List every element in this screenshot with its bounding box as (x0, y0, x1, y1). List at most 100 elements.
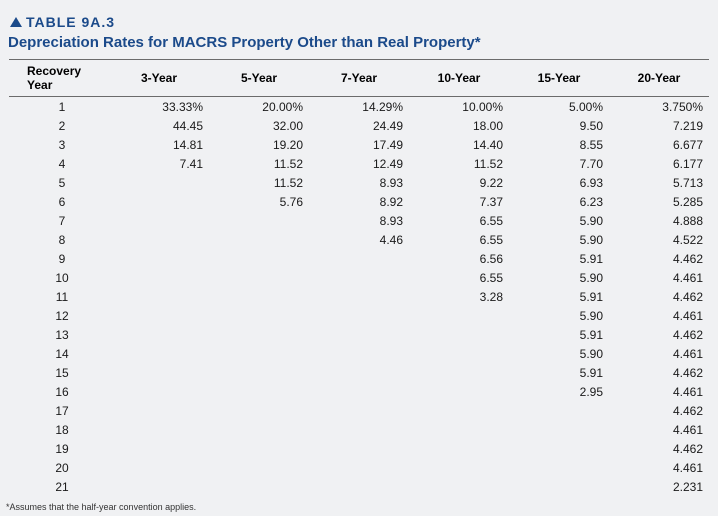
value-cell (209, 382, 309, 401)
value-cell: 4.462 (609, 287, 709, 306)
value-cell: 8.55 (509, 135, 609, 154)
value-cell (209, 458, 309, 477)
value-cell: 5.90 (509, 344, 609, 363)
table-row: 18 4.461 (9, 420, 709, 439)
value-cell: 8.92 (309, 192, 409, 211)
col-recovery-year: Recovery Year (9, 60, 109, 97)
value-cell: 2.95 (509, 382, 609, 401)
value-cell (309, 344, 409, 363)
recovery-year-cell: 1 (9, 97, 109, 117)
value-cell: 5.91 (509, 325, 609, 344)
table-row: 65.768.927.376.235.285 (9, 192, 709, 211)
value-cell (109, 477, 209, 496)
value-cell: 7.219 (609, 116, 709, 135)
value-cell (309, 363, 409, 382)
triangle-up-icon (10, 17, 22, 27)
value-cell: 32.00 (209, 116, 309, 135)
value-cell: 5.91 (509, 363, 609, 382)
header-row: Recovery Year 3-Year 5-Year 7-Year 10-Ye… (9, 60, 709, 97)
value-cell: 5.91 (509, 249, 609, 268)
value-cell (409, 477, 509, 496)
value-cell: 3.750% (609, 97, 709, 117)
value-cell: 6.23 (509, 192, 609, 211)
value-cell: 24.49 (309, 116, 409, 135)
value-cell: 4.461 (609, 420, 709, 439)
value-cell: 4.461 (609, 344, 709, 363)
recovery-year-cell: 9 (9, 249, 109, 268)
recovery-year-cell: 3 (9, 135, 109, 154)
value-cell (409, 306, 509, 325)
value-cell (309, 420, 409, 439)
value-cell: 33.33% (109, 97, 209, 117)
value-cell (109, 401, 209, 420)
value-cell: 17.49 (309, 135, 409, 154)
value-cell (409, 344, 509, 363)
value-cell (309, 382, 409, 401)
value-cell (109, 306, 209, 325)
value-cell: 4.461 (609, 382, 709, 401)
col-10-year: 10-Year (409, 60, 509, 97)
value-cell (109, 363, 209, 382)
value-cell: 5.76 (209, 192, 309, 211)
value-cell (209, 249, 309, 268)
value-cell: 14.81 (109, 135, 209, 154)
table-row: 204.461 (9, 458, 709, 477)
macrs-table: Recovery Year 3-Year 5-Year 7-Year 10-Ye… (9, 59, 709, 496)
value-cell: 4.462 (609, 325, 709, 344)
value-cell (109, 382, 209, 401)
value-cell: 18.00 (409, 116, 509, 135)
page: TABLE 9A.3 Depreciation Rates for MACRS … (0, 0, 718, 516)
value-cell (209, 268, 309, 287)
value-cell (209, 439, 309, 458)
recovery-year-cell: 6 (9, 192, 109, 211)
value-cell (109, 268, 209, 287)
value-cell: 5.90 (509, 230, 609, 249)
value-cell (109, 287, 209, 306)
value-cell: 14.40 (409, 135, 509, 154)
value-cell: 14.29% (309, 97, 409, 117)
recovery-year-cell: 13 (9, 325, 109, 344)
recovery-year-cell: 4 (9, 154, 109, 173)
value-cell (409, 382, 509, 401)
value-cell: 12.49 (309, 154, 409, 173)
value-cell (409, 401, 509, 420)
value-cell: 9.50 (509, 116, 609, 135)
value-cell: 4.46 (309, 230, 409, 249)
value-cell (309, 306, 409, 325)
value-cell: 4.461 (609, 306, 709, 325)
value-cell: 5.00% (509, 97, 609, 117)
table-row: 125.904.461 (9, 306, 709, 325)
recovery-year-cell: 12 (9, 306, 109, 325)
value-cell (309, 325, 409, 344)
col-7-year: 7-Year (309, 60, 409, 97)
value-cell (309, 249, 409, 268)
table-row: 244.4532.0024.4918.009.507.219 (9, 116, 709, 135)
value-cell (209, 401, 309, 420)
table-row: 16 2.954.461 (9, 382, 709, 401)
value-cell: 2.231 (609, 477, 709, 496)
value-cell (409, 325, 509, 344)
value-cell (209, 420, 309, 439)
value-cell: 3.28 (409, 287, 509, 306)
value-cell: 8.93 (309, 173, 409, 192)
recovery-year-cell: 7 (9, 211, 109, 230)
value-cell (209, 230, 309, 249)
value-cell: 20.00% (209, 97, 309, 117)
table-body: 133.33%20.00%14.29%10.00%5.00%3.750%244.… (9, 97, 709, 497)
value-cell: 9.22 (409, 173, 509, 192)
value-cell (409, 420, 509, 439)
value-cell (409, 439, 509, 458)
recovery-year-cell: 8 (9, 230, 109, 249)
table-title: Depreciation Rates for MACRS Property Ot… (8, 34, 714, 51)
value-cell: 6.55 (409, 230, 509, 249)
recovery-year-cell: 18 (9, 420, 109, 439)
recovery-year-cell: 11 (9, 287, 109, 306)
value-cell (109, 344, 209, 363)
table-row: 84.466.555.904.522 (9, 230, 709, 249)
value-cell: 5.91 (509, 287, 609, 306)
value-cell: 11.52 (409, 154, 509, 173)
recovery-year-cell: 16 (9, 382, 109, 401)
value-cell (109, 249, 209, 268)
value-cell (509, 477, 609, 496)
col-3-year: 3-Year (109, 60, 209, 97)
